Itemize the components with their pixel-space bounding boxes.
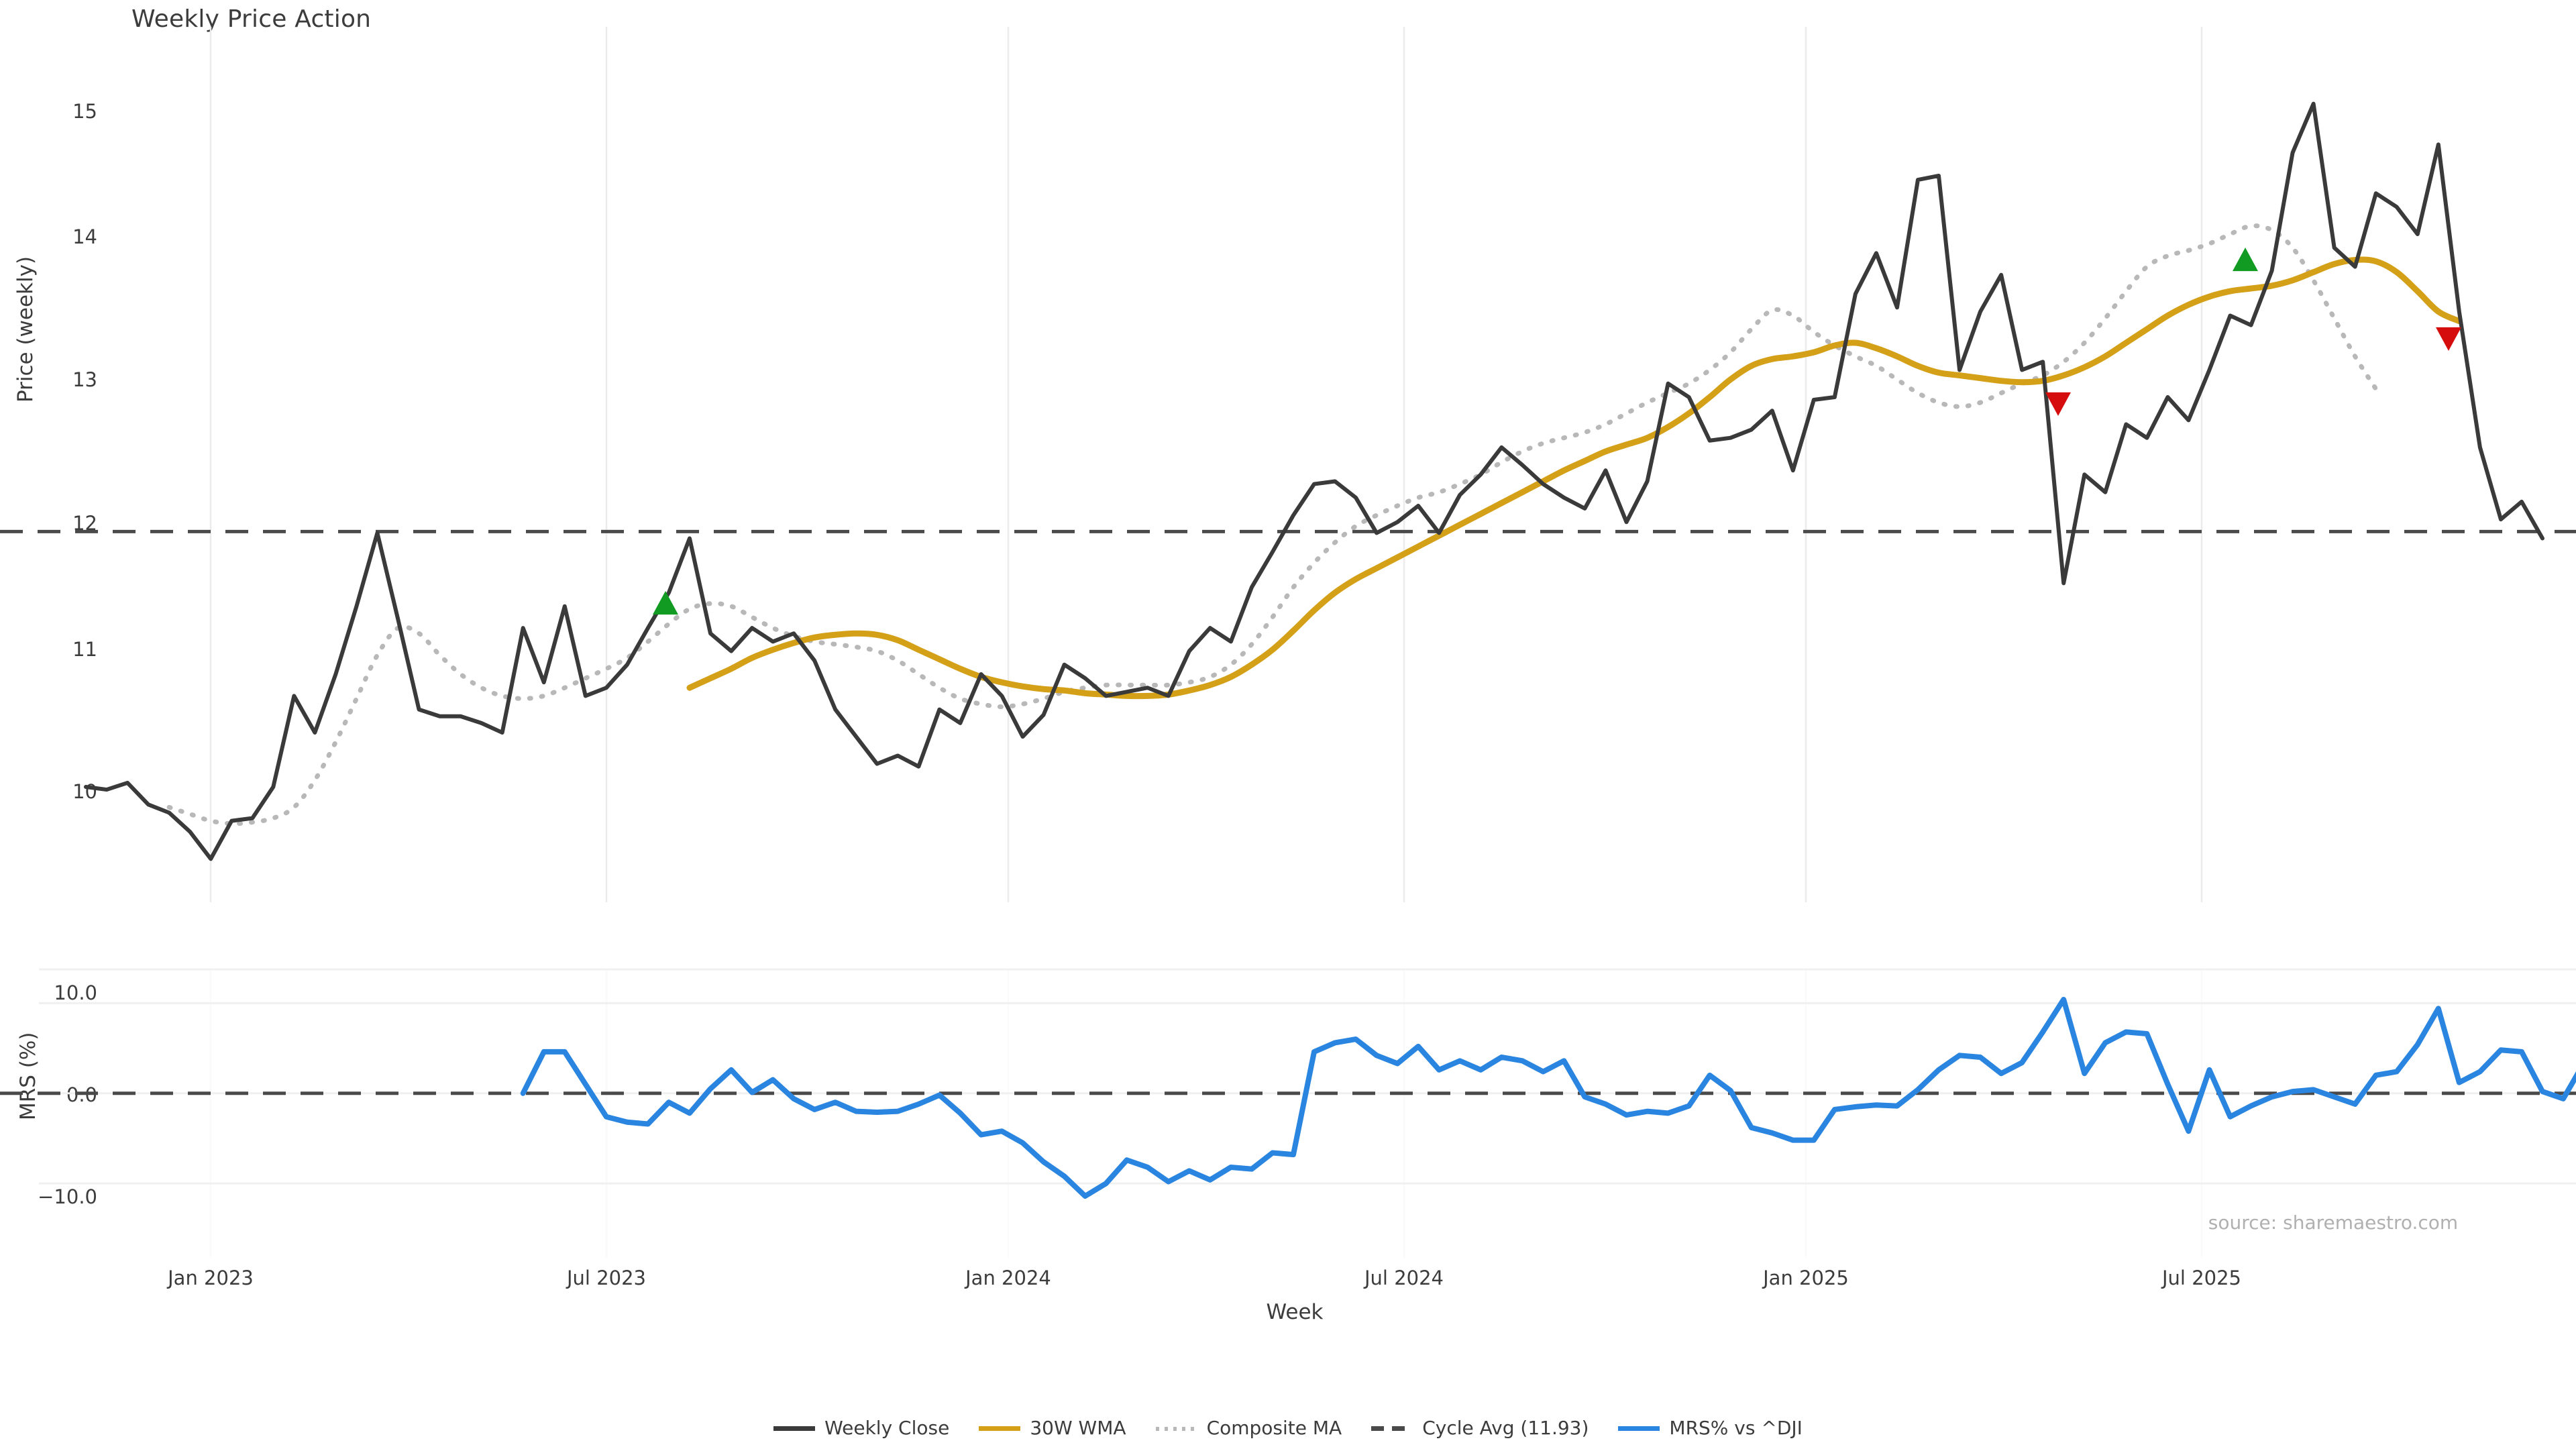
chart-title: Weekly Price Action: [131, 5, 372, 33]
x-tick: Jul 2025: [2161, 1267, 2242, 1289]
price-ytick: 10: [72, 780, 97, 803]
source-watermark: source: sharemaestro.com: [2208, 1212, 2459, 1234]
x-tick: Jan 2023: [168, 1267, 254, 1289]
legend-label: Weekly Close: [824, 1417, 950, 1439]
x-tick: Jan 2025: [1763, 1267, 1849, 1289]
legend-label: 30W WMA: [1030, 1417, 1126, 1439]
buy-marker: [653, 591, 678, 615]
price-ytick: 13: [72, 368, 97, 391]
legend-item-mrs-vs-dji[interactable]: MRS% vs ^DJI: [1618, 1417, 1803, 1439]
legend-item-weekly-close[interactable]: Weekly Close: [773, 1417, 949, 1439]
mrs-ytick: −10.0: [38, 1185, 97, 1208]
price-ytick: 14: [72, 225, 97, 248]
x-tick: Jul 2024: [1364, 1267, 1444, 1289]
mrs-ytick: 10.0: [54, 981, 97, 1004]
sell-marker: [2436, 327, 2461, 351]
legend-label: Composite MA: [1206, 1417, 1342, 1439]
legend-label: MRS% vs ^DJI: [1669, 1417, 1803, 1439]
sell-marker: [2045, 392, 2071, 416]
x-axis-label: Week: [1266, 1300, 1324, 1324]
chart-legend: Weekly Close 30W WMA Composite MA Cycle Avg…: [0, 1417, 2576, 1439]
x-tick: Jul 2023: [566, 1267, 647, 1289]
legend-item-composite-ma[interactable]: Composite MA: [1155, 1417, 1342, 1439]
legend-item-cycle-avg-11-93[interactable]: Cycle Avg (11.93): [1371, 1417, 1589, 1439]
price-ytick: 15: [72, 100, 97, 123]
buy-marker: [2233, 248, 2258, 272]
legend-label: Cycle Avg (11.93): [1422, 1417, 1589, 1439]
legend-item-30w-wma[interactable]: 30W WMA: [979, 1417, 1126, 1439]
price-ytick: 11: [72, 638, 97, 661]
x-tick: Jan 2024: [965, 1267, 1051, 1289]
